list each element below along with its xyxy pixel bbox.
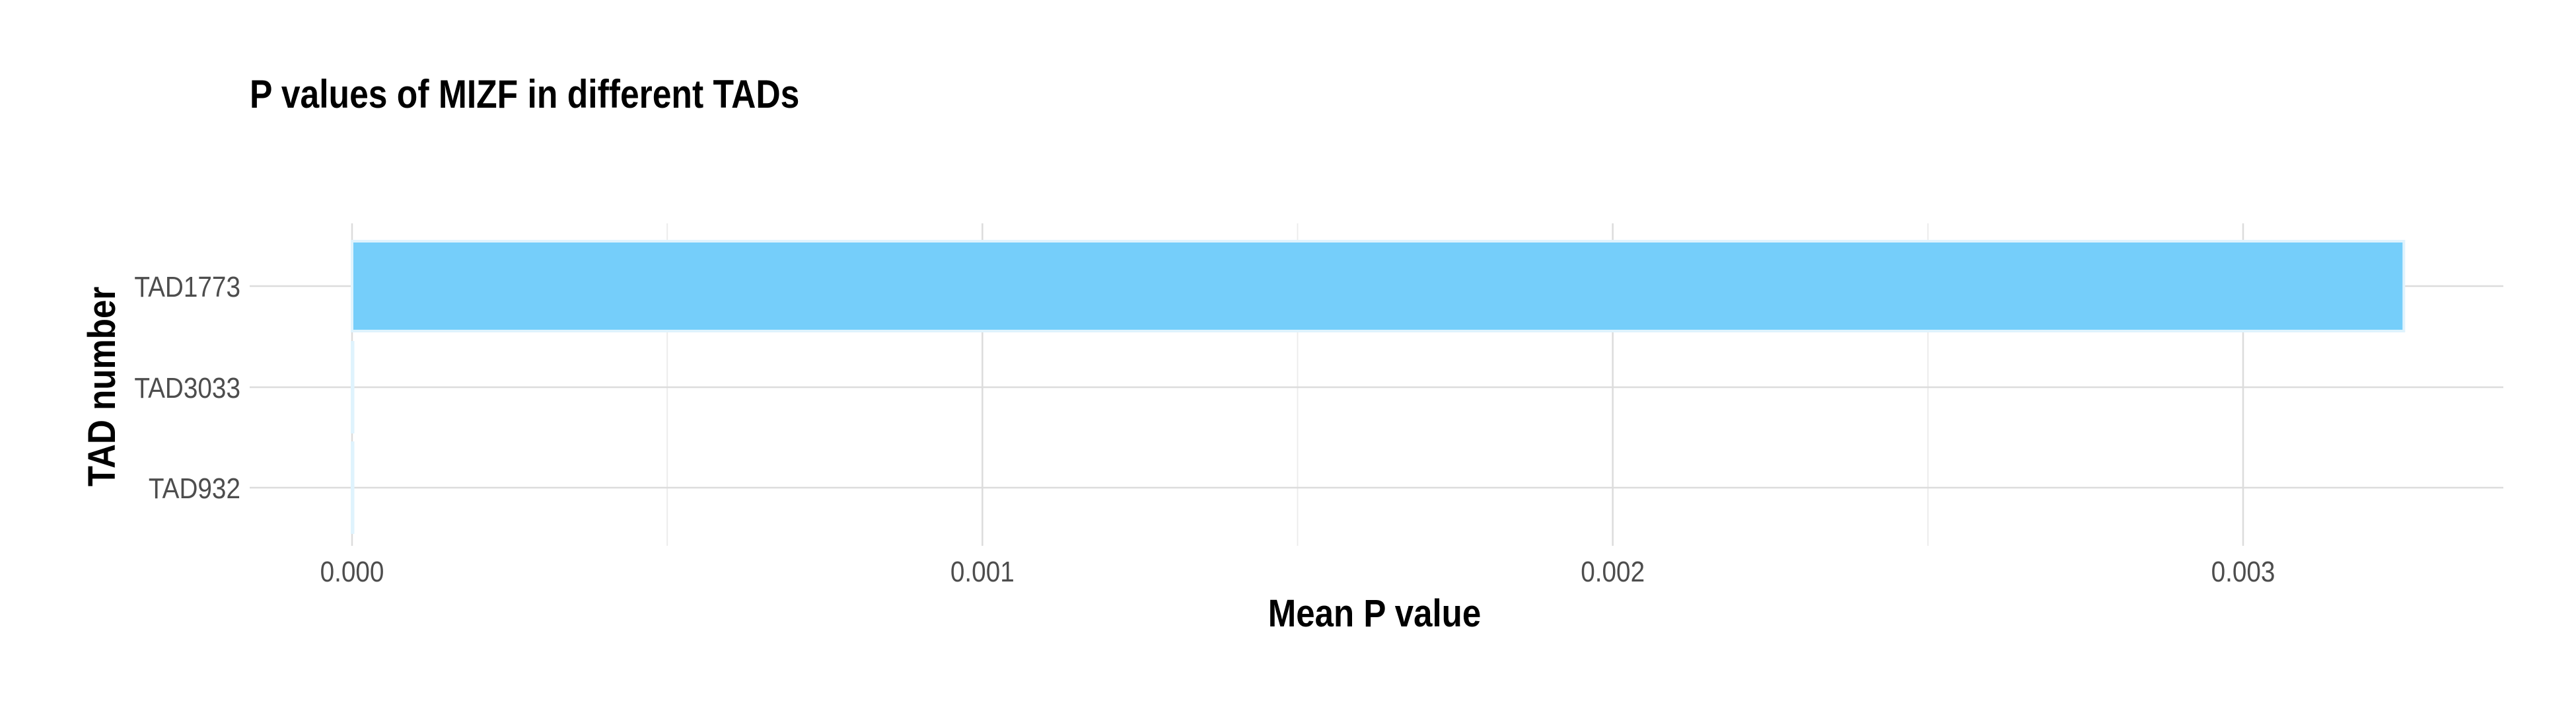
x-tick-label: 0.002: [1581, 555, 1645, 588]
y-tick-label: TAD932: [149, 472, 240, 505]
x-tick-label: 0.000: [320, 555, 384, 588]
bars: [351, 240, 2406, 534]
x-tick-label: 0.003: [2211, 555, 2275, 588]
x-axis-label: Mean P value: [1268, 592, 1481, 635]
x-tick-label: 0.001: [950, 555, 1015, 588]
chart-title: P values of MIZF in different TADs: [250, 72, 800, 116]
y-tick-label: TAD3033: [134, 371, 240, 404]
bar-tad3033: [351, 341, 355, 433]
bar-tad932: [351, 441, 355, 534]
y-tick-label: TAD1773: [134, 270, 240, 303]
y-tick-labels: TAD1773 TAD3033 TAD932: [134, 270, 240, 505]
x-tick-labels: 0.000 0.001 0.002 0.003: [320, 555, 2275, 588]
y-axis-label: TAD number: [81, 287, 124, 486]
bar-tad1773: [351, 240, 2406, 332]
